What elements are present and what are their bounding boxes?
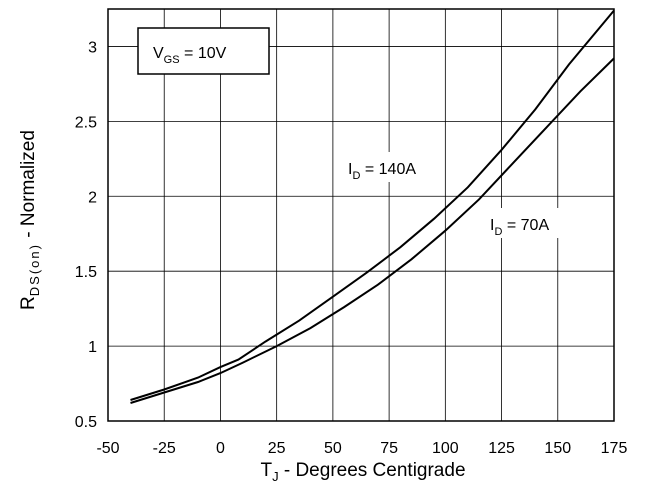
y-tick-label: 2.5 [75,114,97,131]
series-label-70a-text: ID = 70A [490,217,549,238]
series-label-140a-bg [338,152,442,182]
y-tick-label: 3 [88,39,97,56]
x-tick-label: 125 [488,440,515,457]
y-tick-label: 1.5 [75,264,97,281]
x-tick-label: 75 [380,440,398,457]
y-tick-label: 0.5 [75,414,97,431]
condition-box-text: VGS = 10V [153,45,227,66]
y-axis-label: RDS(on) - Normalized [18,130,42,310]
x-tick-label: 100 [432,440,459,457]
x-tick-label: 25 [268,440,286,457]
series-lines [130,9,615,404]
series-line-70a [130,57,615,404]
y-axis-ticks: 0.5 1 1.5 2 2.5 3 [75,39,97,431]
condition-box-frame [137,27,270,75]
x-axis-ticks: -50 -25 0 25 50 75 100 125 150 175 [96,440,627,457]
x-tick-label: 175 [601,440,628,457]
series-line-140a [130,9,615,401]
condition-box: VGS = 10V [137,27,270,75]
x-tick-label: -50 [96,440,119,457]
y-tick-label: 1 [88,339,97,356]
x-tick-label: -25 [153,440,176,457]
series-label-70a-bg [483,208,578,238]
x-tick-label: 0 [216,440,225,457]
x-axis-label: TJ - Degrees Centigrade [260,460,465,484]
x-tick-label: 50 [324,440,342,457]
plot-frame [107,8,615,422]
series-label-140a-text: ID = 140A [348,161,416,182]
x-tick-label: 150 [544,440,571,457]
y-tick-label: 2 [88,189,97,206]
